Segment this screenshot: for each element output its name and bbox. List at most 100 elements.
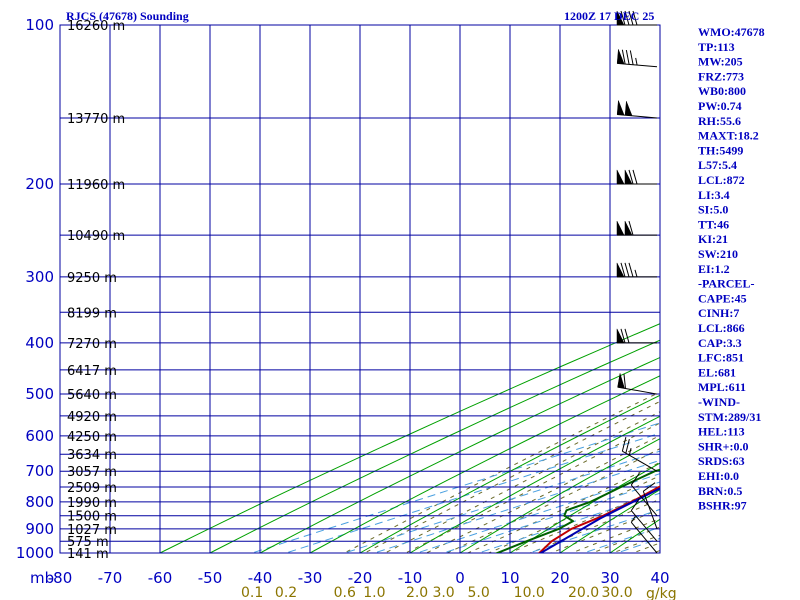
mixing-ratio-line: [284, 432, 660, 553]
moist-adiabat: [383, 411, 660, 553]
pressure-tick-label: 500: [25, 385, 54, 403]
index-value: EI:1.2: [698, 262, 730, 276]
dry-adiabats: [158, 323, 660, 553]
temperature-tick-label: 30: [600, 569, 619, 587]
index-value: MW:205: [698, 55, 743, 69]
wind-barb: [616, 220, 657, 236]
pressure-tick-label: 200: [25, 175, 54, 193]
index-value: SHR+:0.0: [698, 439, 749, 453]
wind-barb: [617, 373, 658, 395]
moist-adiabat: [343, 391, 660, 553]
temperature-tick-label: -20: [348, 569, 373, 587]
wind-barb: [630, 472, 658, 517]
mixing-ratio-labels: 0.1 0.2 0.6 1.0 2.0 3.0 5.0 10.0 20.0 30.0: [241, 585, 633, 600]
wind-barb: [630, 516, 658, 554]
wind-barb: [616, 262, 657, 278]
index-value: SRDS:63: [698, 454, 745, 468]
wind-barb: [642, 482, 658, 530]
pressure-tick-label: 600: [25, 427, 54, 445]
wind-barb: [616, 328, 657, 344]
height-label: 16260 m: [67, 19, 125, 34]
height-label: 3634 m: [67, 448, 117, 463]
pressure-tick-label: 100: [25, 16, 54, 34]
dry-adiabat: [309, 375, 660, 553]
wind-barb: [616, 100, 658, 119]
mixing-ratio-tick-label: 3.0: [432, 585, 454, 600]
mixing-ratio-line: [250, 422, 660, 553]
moist-adiabat: [363, 400, 660, 553]
stability-indices: WMO:47678TP:113MW:205FRZ:773WB0:800PW:0.…: [698, 25, 765, 513]
isotherms: [60, 25, 660, 553]
height-label: 3057 m: [67, 465, 117, 480]
dewpoint-trace: [494, 468, 660, 553]
wind-barb: [616, 49, 658, 68]
mixing-ratio-tick-label: 0.6: [334, 585, 356, 600]
mixing-ratio-tick-label: 30.0: [601, 585, 632, 600]
mixing-ratio-line: [343, 450, 660, 553]
height-label: 141 m: [67, 547, 109, 562]
height-label: 4920 m: [67, 410, 117, 425]
temperature-tick-label: -80: [48, 569, 73, 587]
height-label: 2509 m: [67, 481, 117, 496]
temperature-tick-label: -60: [148, 569, 173, 587]
index-value: BRN:0.5: [698, 484, 742, 498]
index-value: LI:3.4: [698, 188, 730, 202]
wind-barb: [616, 10, 657, 26]
height-label: 8199 m: [67, 306, 117, 321]
mixing-ratio-tick-label: 5.0: [467, 585, 489, 600]
mixing-unit-label: g/kg: [646, 586, 677, 600]
isobars: [59, 24, 661, 554]
pressure-tick-label: 700: [25, 462, 54, 480]
height-label: 1500 m: [67, 510, 117, 525]
index-value: PW:0.74: [698, 99, 742, 113]
mixing-ratio-tick-label: 0.1: [241, 585, 263, 600]
index-value: HEL:113: [698, 425, 745, 439]
temperature-tick-label: -30: [298, 569, 323, 587]
mixing-ratio-lines: [250, 422, 660, 553]
height-label: 4250 m: [67, 430, 117, 445]
dry-adiabat: [359, 394, 660, 553]
index-value: MPL:611: [698, 380, 746, 394]
pressure-tick-label: 1000: [16, 544, 54, 562]
mixing-ratio-tick-label: 2.0: [406, 585, 428, 600]
height-label: 5640 m: [67, 388, 117, 403]
moist-adiabat: [487, 475, 660, 553]
moist-adiabat: [404, 422, 660, 553]
dry-adiabat: [509, 462, 660, 553]
dry-adiabat: [409, 415, 660, 553]
index-value: BSHR:97: [698, 499, 747, 513]
index-value: STM:289/31: [698, 410, 761, 424]
mixing-ratio-tick-label: 1.0: [363, 585, 385, 600]
dry-adiabat: [259, 356, 660, 553]
index-value: -PARCEL-: [698, 277, 754, 291]
temperature-tick-label: -50: [198, 569, 223, 587]
index-value: SW:210: [698, 247, 738, 261]
mixing-ratio-line: [527, 508, 660, 553]
mixing-ratio-line: [477, 492, 660, 553]
pressure-tick-label: 900: [25, 520, 54, 538]
pressure-tick-label: 800: [25, 493, 54, 511]
wind-barb: [616, 169, 657, 185]
height-label: 7270 m: [67, 337, 117, 352]
moist-adiabat: [570, 517, 660, 553]
index-value: RH:55.6: [698, 114, 741, 128]
mixing-ratio-line: [372, 459, 660, 553]
temperature-labels: -80 -70 -60 -50 -40 -30 -20 -10 0 10 20 30 40: [48, 569, 670, 587]
index-value: WMO:47678: [698, 25, 765, 39]
mixing-ratio-tick-label: 10.0: [514, 585, 545, 600]
index-value: MAXT:18.2: [698, 129, 759, 143]
height-label: 11960 m: [67, 178, 125, 193]
index-value: L57:5.4: [698, 158, 737, 172]
index-value: LCL:872: [698, 173, 745, 187]
plot-frame: [59, 24, 661, 554]
temperature-tick-label: -10: [398, 569, 423, 587]
index-value: TP:113: [698, 40, 735, 54]
temperature-tick-label: 40: [650, 569, 669, 587]
temperature-tick-label: -70: [98, 569, 123, 587]
index-value: CINH:7: [698, 306, 739, 320]
mixing-ratio-line: [415, 473, 660, 553]
index-value: EL:681: [698, 365, 736, 379]
station-title: RJCS (47678) Sounding: [66, 9, 189, 23]
parcel-trace: [538, 487, 660, 553]
